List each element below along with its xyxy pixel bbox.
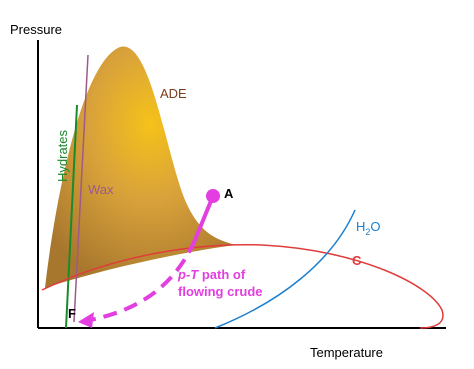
pt-path-solid xyxy=(193,195,215,241)
pt-path-dashed xyxy=(89,239,197,322)
path-label-2: flowing crude xyxy=(178,284,263,299)
hydrates-label: Hydrates xyxy=(55,129,70,182)
path-label-1: p-T path of xyxy=(177,267,246,282)
h2o-label: H2O xyxy=(356,219,381,237)
path-label-pt: p-T xyxy=(177,267,199,282)
path-label-rest: path of xyxy=(198,267,246,282)
ade-label: ADE xyxy=(160,86,187,101)
h2o-curve xyxy=(214,209,356,329)
point-a xyxy=(206,189,220,203)
hydrates-line xyxy=(65,104,78,329)
arrow-head xyxy=(78,312,94,328)
point-f-label: F xyxy=(68,306,76,321)
x-axis-label: Temperature xyxy=(310,345,383,360)
y-axis-label: Pressure xyxy=(10,22,62,37)
h2o-o: O xyxy=(370,219,380,234)
h2o-sub: 2 xyxy=(365,227,370,237)
h2o-h: H xyxy=(356,219,365,234)
point-a-label: A xyxy=(224,186,234,201)
c-label: C xyxy=(352,253,362,268)
c-curve xyxy=(41,243,444,329)
wax-label: Wax xyxy=(88,182,114,197)
wax-line xyxy=(73,54,89,323)
ade-region xyxy=(45,46,236,288)
